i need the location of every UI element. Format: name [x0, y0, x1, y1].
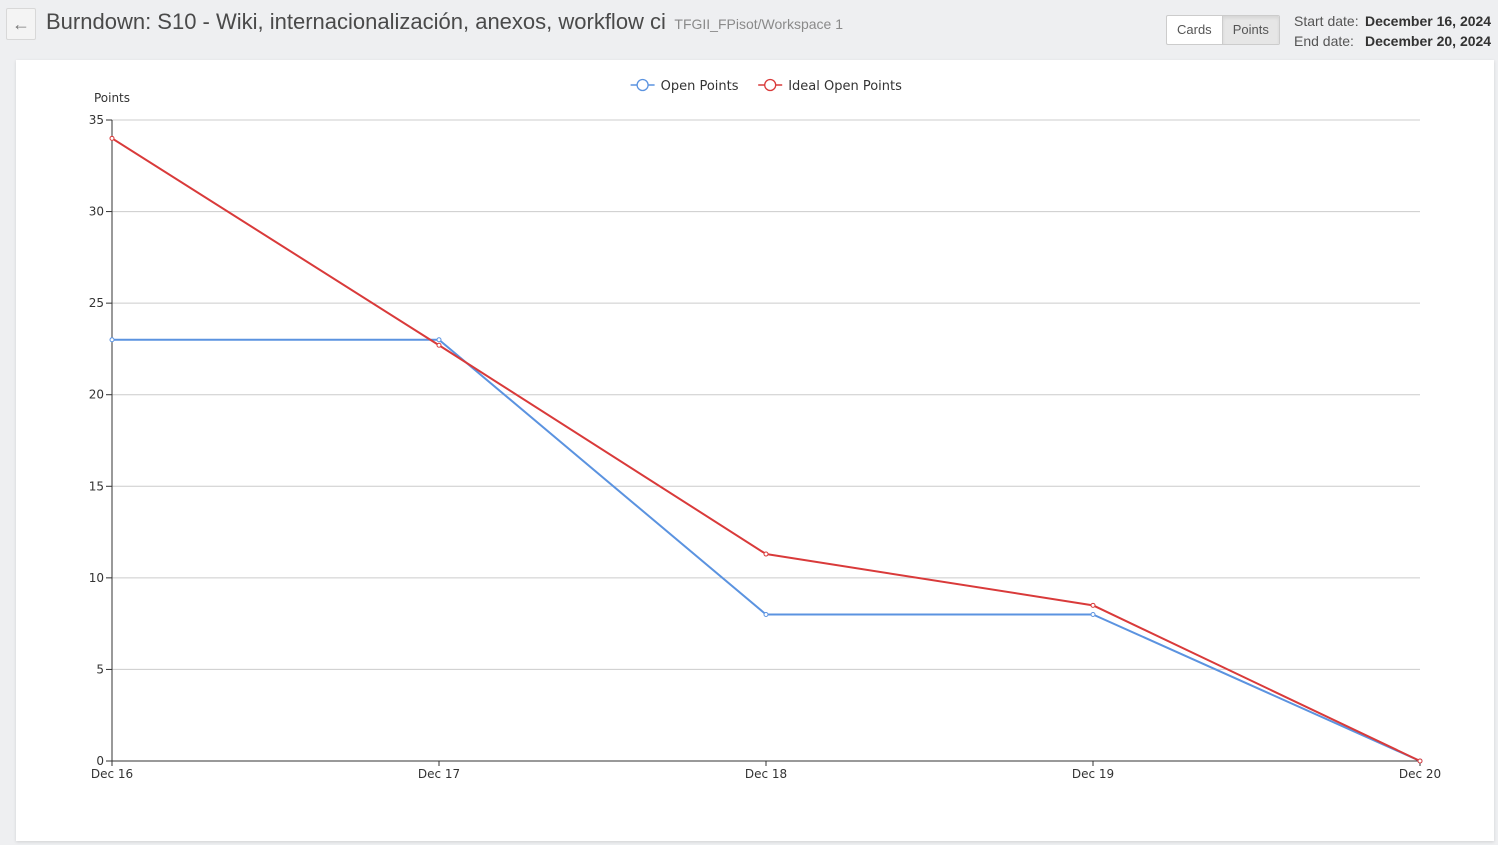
x-tick-label-4: Dec 20	[1399, 767, 1441, 781]
end-date-value: December 20, 2024	[1365, 33, 1492, 49]
burndown-chart: 0 5 10 15 20 25 30 35 Dec 16 Dec 17 Dec 18 Dec 19 De…	[89, 78, 1441, 781]
series-0-point-2	[763, 611, 769, 617]
start-date-value: December 16, 2024	[1365, 13, 1492, 29]
legend-marker-1	[764, 78, 777, 92]
sprint-dates: Start date: December 16, 2024 End date: …	[1294, 11, 1491, 51]
chart-card: 0 5 10 15 20 25 30 35 Dec 16 Dec 17 Dec 18 Dec 19 De…	[16, 60, 1494, 841]
series-1-point-3	[1090, 602, 1096, 608]
x-tick-label-3: Dec 19	[1072, 767, 1114, 781]
y-tick-label-10: 10	[89, 571, 104, 585]
y-tick-label-15: 15	[89, 479, 104, 493]
series-line-1	[111, 137, 1421, 762]
y-tick-label-5: 5	[96, 662, 104, 676]
y-tick-label-25: 25	[89, 296, 104, 310]
series-0-point-1	[436, 337, 442, 343]
series-1-point-1	[436, 342, 442, 348]
page-header: Burndown: S10 - Wiki, internacionalizaci…	[46, 9, 843, 35]
x-tick-label-2: Dec 18	[745, 767, 787, 781]
series-1-point-2	[763, 551, 769, 557]
legend-label-0: Open Points	[661, 79, 739, 94]
arrow-left-icon: ←	[12, 14, 30, 34]
y-tick-label-30: 30	[89, 205, 104, 219]
series-1-point-4	[1417, 758, 1423, 764]
y-tick-label-20: 20	[89, 388, 104, 402]
x-tick-label-0: Dec 16	[91, 767, 133, 781]
start-date-label: Start date:	[1294, 13, 1359, 29]
series-0-point-0	[109, 337, 115, 343]
cards-toggle-button[interactable]: Cards	[1177, 22, 1212, 37]
y-tick-label-0: 0	[96, 754, 104, 768]
legend-label-1: Ideal Open Points	[788, 79, 902, 94]
page-title: Burndown: S10 - Wiki, internacionalizaci…	[46, 9, 666, 34]
series-line-0	[112, 338, 1421, 762]
series-0-point-3	[1090, 611, 1096, 617]
view-toggle: Cards Points	[1166, 15, 1280, 45]
project-path: TFGII_FPisot/Workspace 1	[674, 16, 843, 32]
points-toggle-button[interactable]: Points	[1221, 16, 1279, 44]
y-tick-label-35: 35	[89, 113, 104, 127]
back-button[interactable]: ←	[6, 8, 36, 40]
y-axis-title: Points	[94, 91, 130, 105]
end-date-label: End date:	[1294, 33, 1354, 49]
series-1-point-0	[109, 135, 115, 141]
legend-marker-0	[636, 78, 649, 92]
x-tick-label-1: Dec 17	[418, 767, 460, 781]
